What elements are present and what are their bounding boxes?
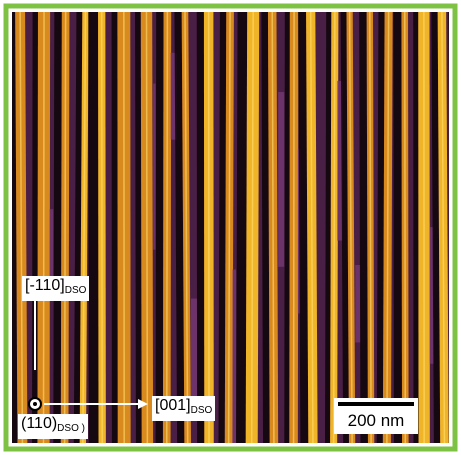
- stripe: [359, 12, 368, 443]
- label-text: (110): [21, 415, 57, 432]
- stripe: [405, 12, 406, 443]
- stripe: [88, 12, 98, 443]
- label-text: [-110]: [25, 277, 65, 294]
- stripe: [284, 12, 290, 443]
- stripe: [112, 12, 118, 443]
- stripe: [393, 12, 402, 443]
- scale-bar-label: 200 nm: [334, 411, 418, 431]
- scale-bar: 200 nm: [334, 398, 418, 434]
- stripe: [294, 12, 295, 443]
- label-text: [001]: [155, 397, 191, 414]
- direction-label: [-110]DSO: [22, 276, 89, 301]
- direction-label: [001]DSO: [152, 396, 215, 421]
- stripe: [197, 12, 205, 443]
- stripe: [278, 92, 284, 267]
- stripe: [153, 84, 155, 250]
- stripe: [65, 12, 66, 443]
- stripe: [191, 299, 197, 398]
- stripe: [167, 12, 168, 443]
- label-sub: DSO ): [57, 423, 85, 434]
- label-sub: DSO: [191, 405, 213, 416]
- stripe: [32, 12, 38, 443]
- out-of-plane-dot: [33, 402, 37, 406]
- stripe-pattern: [8, 12, 461, 446]
- stripe: [236, 12, 247, 443]
- stripe: [355, 265, 360, 342]
- label-sub: DSO: [65, 285, 87, 296]
- stripe: [413, 12, 418, 443]
- stripe: [156, 12, 164, 443]
- afm-image: [0, 0, 461, 455]
- figure: [-110]DSO [001]DSO (110)DSO ) 200 nm: [0, 0, 461, 455]
- stripe: [135, 12, 142, 443]
- scale-bar-line: [338, 402, 414, 406]
- stripe: [50, 209, 54, 278]
- stripe: [232, 270, 236, 446]
- direction-label: (110)DSO ): [18, 414, 88, 439]
- stripe: [53, 12, 62, 443]
- stripe: [44, 12, 45, 443]
- stripe: [146, 12, 147, 443]
